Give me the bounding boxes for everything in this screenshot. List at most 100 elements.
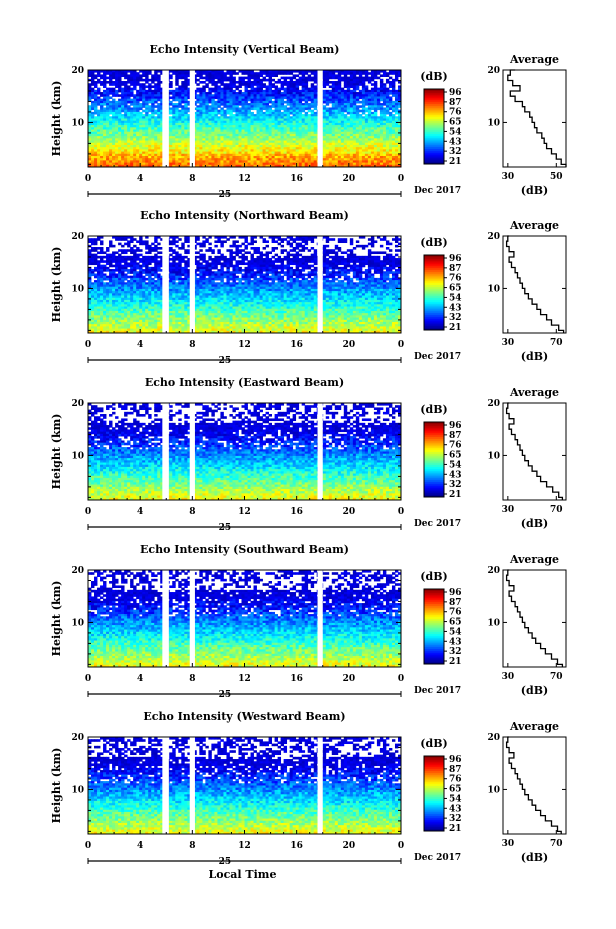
x-tick-label: 16	[290, 174, 303, 184]
heatmap-field	[88, 70, 401, 167]
x-tick-label: 0	[398, 674, 404, 684]
average-x-tick-label: 30	[502, 839, 515, 849]
y-tick-label: 20	[71, 399, 84, 409]
colorbar-tick-label: 96	[449, 755, 462, 765]
average-line	[505, 736, 562, 834]
colorbar-label: (dB)	[420, 570, 447, 583]
average-y-tick-label: 20	[487, 399, 500, 409]
panel-title: Echo Intensity (Southward Beam)	[140, 543, 349, 556]
average-frame	[502, 736, 567, 835]
x-tick-label: 12	[238, 340, 251, 350]
heatmap-field	[88, 403, 401, 500]
average-x-tick-label: 70	[550, 672, 563, 682]
date-label: 25	[219, 857, 232, 867]
colorbar-tick-label: 21	[449, 323, 462, 333]
x-tick-label: 8	[189, 340, 195, 350]
colorbar-tick-label: 21	[449, 490, 462, 500]
x-tick-label: 0	[398, 174, 404, 184]
panel-title: Echo Intensity (Vertical Beam)	[149, 43, 339, 56]
date-label: 25	[219, 190, 232, 200]
y-tick-label: 20	[71, 733, 84, 743]
colorbar-tick-label: 43	[449, 804, 462, 814]
colorbar-tick-label: 65	[449, 785, 462, 795]
colorbar-frame	[423, 755, 445, 832]
panel-2: Echo Intensity (Northward Beam) 0 4 8 12 16 20…	[50, 209, 567, 366]
month-year-label: Dec 2017	[414, 686, 461, 696]
colorbar-tick-label: 32	[449, 647, 462, 657]
colorbar-tick-label: 65	[449, 618, 462, 628]
x-tick-label: 0	[398, 340, 404, 350]
x-tick-label: 4	[137, 674, 143, 684]
colorbar-tick-label: 65	[449, 118, 462, 128]
x-tick-label: 16	[290, 340, 303, 350]
data-gap-2	[189, 69, 195, 168]
x-tick-label: 4	[137, 340, 143, 350]
month-year-label: Dec 2017	[414, 853, 461, 863]
month-year-label: Dec 2017	[414, 519, 461, 529]
colorbar-label: (dB)	[420, 403, 447, 416]
y-axis-label: Height (km)	[50, 247, 63, 323]
colorbar-tick-label: 65	[449, 451, 462, 461]
average-x-label: (dB)	[521, 517, 548, 530]
colorbar-tick-label: 76	[449, 608, 462, 618]
colorbar-tick-label: 87	[449, 765, 462, 775]
x-tick-label: 12	[238, 174, 251, 184]
y-tick-label: 10	[71, 118, 84, 128]
average-y-tick-label: 20	[487, 232, 500, 242]
x-tick-label: 20	[343, 340, 356, 350]
x-tick-label: 0	[85, 841, 91, 851]
colorbar-frame	[423, 88, 445, 165]
average-line	[505, 235, 565, 333]
x-tick-label: 4	[137, 174, 143, 184]
average-x-tick-label: 70	[550, 505, 563, 515]
colorbar-frame	[423, 254, 445, 331]
x-axis-label: Local Time	[209, 868, 277, 881]
colorbar-tick-label: 87	[449, 264, 462, 274]
data-gap-3	[317, 736, 323, 835]
average-profile: Average 20 10 30 70(dB)	[487, 386, 567, 530]
y-axis-label: Height (km)	[50, 81, 63, 157]
month-year-label: Dec 2017	[414, 186, 461, 196]
data-gap-2	[189, 402, 195, 501]
average-frame	[502, 569, 567, 668]
average-line	[507, 69, 567, 167]
x-tick-label: 20	[343, 841, 356, 851]
x-tick-label: 0	[85, 340, 91, 350]
y-tick-label: 10	[71, 785, 84, 795]
average-profile: Average 20 10 30 70(dB)	[487, 720, 567, 864]
colorbar-tick-label: 54	[449, 627, 462, 637]
colorbar-tick-label: 43	[449, 303, 462, 313]
x-tick-label: 16	[290, 841, 303, 851]
colorbar-tick-label: 54	[449, 127, 462, 137]
average-y-tick-label: 10	[487, 284, 500, 294]
colorbar-tick-label: 96	[449, 588, 462, 598]
date-label: 25	[219, 523, 232, 533]
y-tick-label: 20	[71, 232, 84, 242]
x-tick-label: 12	[238, 507, 251, 517]
x-tick-label: 20	[343, 674, 356, 684]
y-tick-label: 20	[71, 566, 84, 576]
x-tick-label: 0	[85, 174, 91, 184]
x-tick-label: 20	[343, 174, 356, 184]
data-gap-2	[189, 569, 195, 668]
average-y-tick-label: 20	[487, 733, 500, 743]
colorbar-label: (dB)	[420, 70, 447, 83]
average-x-label: (dB)	[521, 851, 548, 864]
colorbar-tick-label: 87	[449, 431, 462, 441]
average-x-tick-label: 70	[550, 839, 563, 849]
x-tick-label: 12	[238, 674, 251, 684]
y-tick-label: 10	[71, 284, 84, 294]
date-label: 25	[219, 356, 232, 366]
y-tick-label: 20	[71, 66, 84, 76]
average-title: Average	[509, 720, 559, 733]
data-gap-3	[317, 69, 323, 168]
colorbar-tick-label: 54	[449, 293, 462, 303]
x-tick-label: 8	[189, 507, 195, 517]
data-gap-3	[317, 402, 323, 501]
x-tick-label: 0	[85, 507, 91, 517]
x-tick-label: 8	[189, 174, 195, 184]
colorbar-tick-label: 76	[449, 274, 462, 284]
colorbar-tick-label: 54	[449, 794, 462, 804]
y-axis-label: Height (km)	[50, 414, 63, 490]
